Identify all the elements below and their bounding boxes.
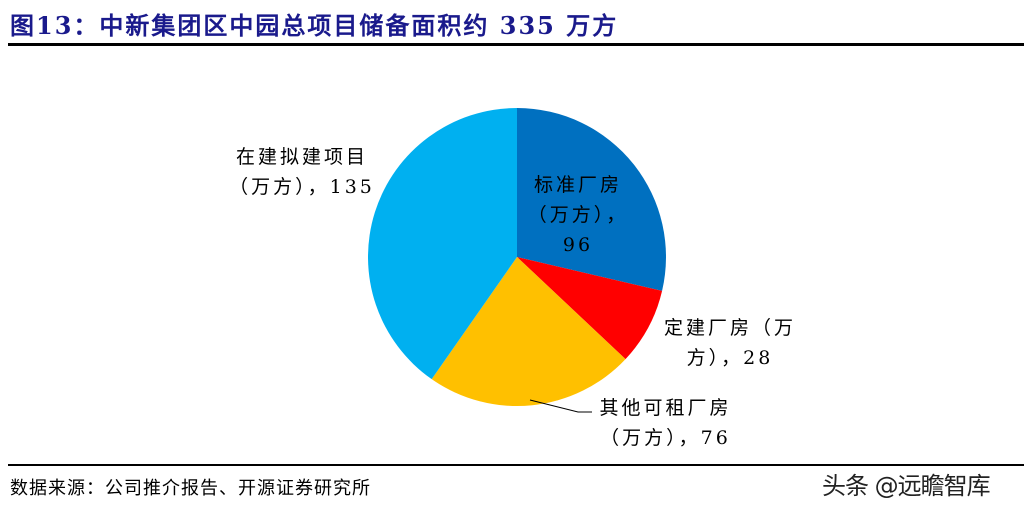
label-standard-value: 96	[562, 234, 594, 256]
label-planned-line2: （万方），135	[229, 176, 375, 198]
source-note: 数据来源：公司推介报告、开源证券研究所	[10, 478, 371, 499]
label-planned-projects: 在建拟建项目 （万方），135	[222, 142, 382, 202]
label-planned-line1: 在建拟建项目	[235, 146, 368, 168]
pie-slice-0	[517, 108, 666, 291]
label-rental-factory: 其他可租厂房 （万方），76	[588, 393, 743, 453]
label-rental-line2: （万方），76	[600, 427, 731, 449]
title-divider	[8, 43, 1024, 46]
label-standard-factory: 标准厂房 （万方）， 96	[524, 170, 632, 260]
pie-slice-1	[517, 257, 663, 360]
chart-title: 图13：中新集团区中园总项目储备面积约 335 万方	[10, 11, 619, 40]
label-custom-line2: 方），28	[686, 347, 774, 369]
label-custom-line1: 定建厂房（万	[663, 317, 796, 339]
label-standard-line2: （万方），	[527, 204, 629, 226]
pie-slice-2	[431, 257, 626, 406]
watermark: 头条 @远瞻智库	[822, 472, 991, 500]
source-divider	[8, 464, 1024, 466]
label-standard-line1: 标准厂房	[533, 174, 622, 196]
label-rental-line1: 其他可租厂房	[599, 397, 732, 419]
pie-slice-3	[368, 108, 517, 380]
label-custom-factory: 定建厂房（万 方），28	[655, 313, 805, 373]
leader-line-rental	[529, 399, 592, 413]
